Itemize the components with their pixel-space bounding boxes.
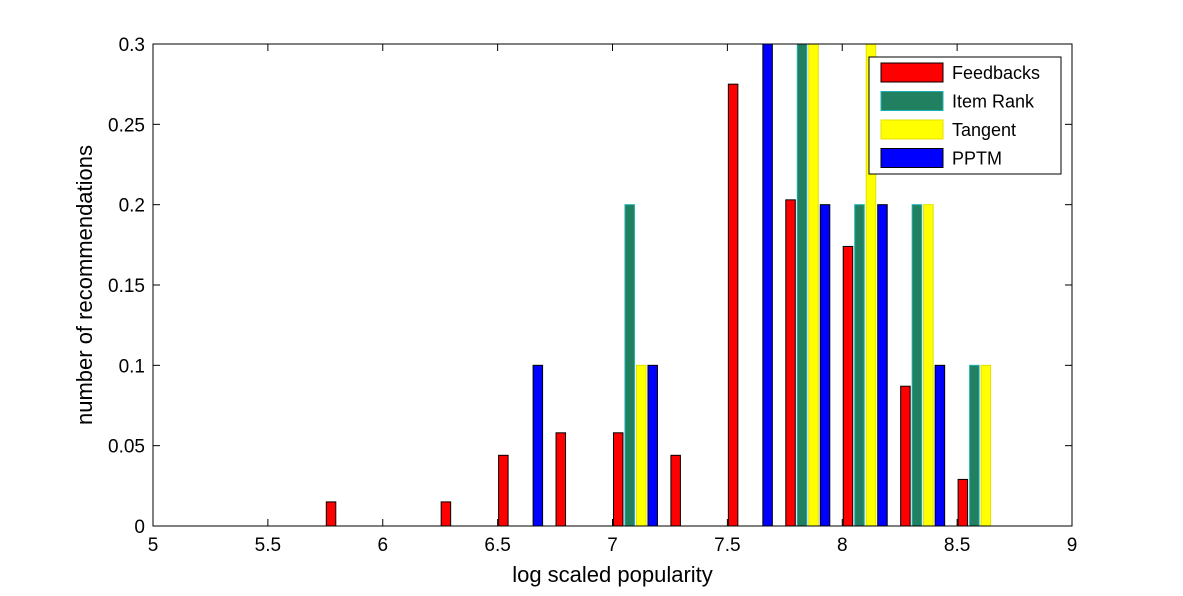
bar-feedbacks	[957, 478, 969, 527]
bar-feedbacks	[900, 385, 911, 527]
y-tick-label: 0.15	[108, 276, 145, 297]
x-tick-label: 8.5	[944, 535, 970, 556]
bar-item-rank	[854, 204, 865, 527]
bar-pptm	[762, 43, 773, 527]
bar-pptm	[877, 204, 888, 527]
legend-swatch-item-rank	[880, 91, 944, 111]
x-tick-label: 6	[377, 535, 388, 556]
y-tick-label: 0	[134, 517, 145, 538]
legend-swatch-pptm	[880, 148, 944, 168]
bar-pptm	[647, 364, 658, 527]
y-tick-label: 0.3	[119, 35, 145, 56]
legend: Feedbacks Item Rank Tangent PPTM	[868, 56, 1062, 175]
legend-label: Item Rank	[952, 92, 1035, 112]
y-tick-label: 0.2	[119, 196, 145, 217]
bar-feedbacks	[440, 501, 452, 527]
bar-feedbacks	[612, 432, 624, 527]
bar-tangent	[808, 43, 819, 527]
bar-feedbacks	[842, 245, 854, 527]
bar-tangent	[980, 364, 992, 527]
bar-pptm	[934, 364, 946, 527]
bar-feedbacks	[727, 83, 739, 527]
bar-feedbacks	[785, 199, 796, 527]
y-tick-label: 0.25	[108, 115, 145, 136]
x-tick-label: 9	[1067, 535, 1078, 556]
y-axis-title: number of recommendations	[72, 145, 97, 425]
bar-pptm	[819, 204, 831, 527]
x-tick-label: 8	[837, 535, 848, 556]
bar-item-rank	[911, 204, 923, 527]
x-axis-title: log scaled popularity	[512, 562, 713, 587]
legend-swatch-feedbacks	[880, 62, 944, 83]
bar-item-rank	[969, 364, 980, 527]
y-tick-label: 0.1	[119, 356, 145, 377]
x-tick-label: 7	[607, 535, 618, 556]
bar-feedbacks	[555, 432, 567, 527]
legend-swatch-tangent	[880, 119, 944, 140]
bar-feedbacks	[325, 501, 337, 527]
x-tick-label: 5	[148, 535, 159, 556]
bar-pptm	[532, 364, 544, 527]
y-tick-label: 0.05	[108, 437, 145, 458]
bar-item-rank	[624, 204, 635, 527]
bar-feedbacks	[498, 454, 509, 527]
legend-label: PPTM	[952, 149, 1002, 169]
legend-label: Tangent	[952, 120, 1016, 140]
bar-tangent	[923, 204, 934, 527]
bar-item-rank	[796, 43, 808, 527]
x-tick-label: 7.5	[714, 535, 740, 556]
x-tick-label: 5.5	[255, 535, 281, 556]
legend-label: Feedbacks	[952, 63, 1040, 83]
x-tick-label: 6.5	[484, 535, 510, 556]
bar-tangent	[635, 364, 647, 527]
bar-feedbacks	[670, 454, 681, 527]
